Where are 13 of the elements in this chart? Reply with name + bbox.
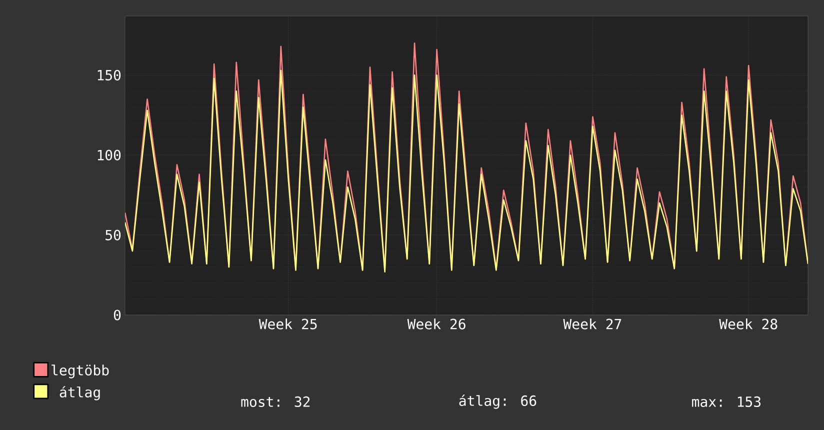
y-tick-label: 150 [98,70,121,80]
legend-label: legtöbb [52,364,109,378]
text: max: 153 [692,396,760,408]
y-tick-label: 0 [114,310,121,320]
x-tick-label: Week 26 [407,318,466,330]
x-tick-label: Week 27 [563,318,622,330]
y-tick-label: 100 [98,150,121,160]
legend-label: átlag [60,386,100,400]
x-tick-label: Week 28 [719,318,778,330]
x-tick-label: Week 25 [258,318,317,330]
y-tick-label: 50 [106,230,121,240]
text: átlag: 66 [459,394,536,409]
text: most: 32 [241,396,310,408]
